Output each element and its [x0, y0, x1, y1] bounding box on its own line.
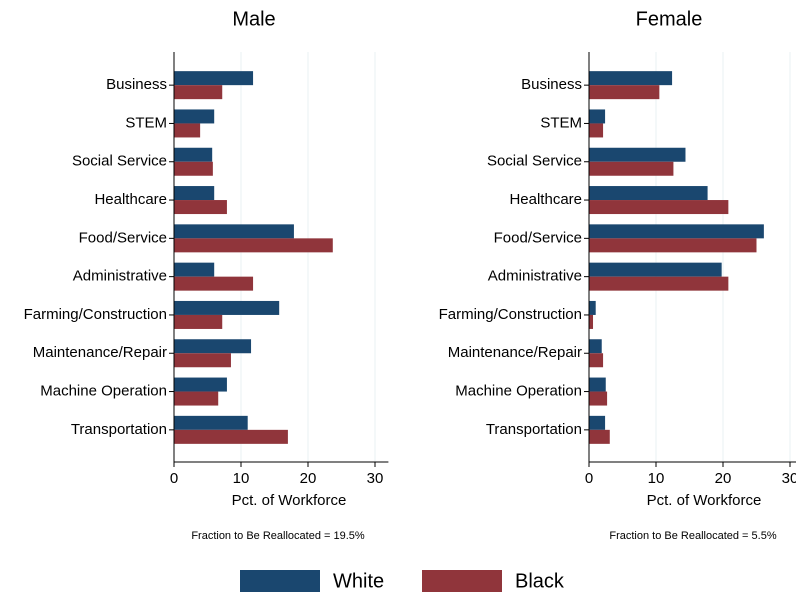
- y-tick-label: Business: [521, 76, 582, 93]
- bar: [589, 314, 594, 329]
- y-tick-label: Maintenance/Repair: [448, 344, 582, 361]
- bar: [589, 109, 606, 124]
- bar: [589, 200, 729, 215]
- bar: [589, 262, 722, 277]
- panel-title: Male: [232, 8, 275, 30]
- x-tick-label: 30: [782, 470, 796, 487]
- bar: [174, 300, 280, 315]
- bar: [174, 85, 223, 100]
- x-tick-label: 10: [233, 470, 250, 487]
- x-axis-label: Pct. of Workforce: [232, 492, 347, 509]
- bar: [174, 123, 201, 138]
- bar: [174, 71, 254, 86]
- y-tick-label: STEM: [540, 114, 582, 131]
- bar: [174, 238, 333, 253]
- bar: [589, 377, 606, 392]
- y-tick-label: Administrative: [488, 268, 582, 285]
- y-tick-label: Machine Operation: [455, 383, 582, 400]
- bar: [174, 377, 227, 392]
- y-tick-label: Healthcare: [509, 191, 582, 208]
- legend-label: White: [333, 570, 384, 592]
- bar: [174, 276, 254, 291]
- bar: [174, 224, 294, 239]
- legend-swatch: [422, 570, 502, 592]
- y-tick-label: Maintenance/Repair: [33, 344, 167, 361]
- bar: [174, 147, 213, 162]
- bar: [589, 276, 729, 291]
- bar: [589, 186, 708, 201]
- x-tick-label: 0: [585, 470, 593, 487]
- bar: [174, 161, 213, 176]
- x-tick-label: 20: [715, 470, 732, 487]
- y-tick-label: Transportation: [486, 421, 582, 438]
- bar: [589, 391, 608, 406]
- bar: [589, 353, 604, 368]
- y-tick-label: STEM: [125, 114, 167, 131]
- bar: [174, 391, 219, 406]
- y-tick-label: Farming/Construction: [439, 306, 582, 323]
- x-tick-label: 0: [170, 470, 178, 487]
- bar: [589, 300, 596, 315]
- bar: [589, 339, 602, 354]
- x-tick-label: 10: [648, 470, 665, 487]
- bar: [589, 85, 660, 100]
- y-tick-label: Social Service: [72, 153, 167, 170]
- y-tick-label: Administrative: [73, 268, 167, 285]
- y-tick-label: Business: [106, 76, 167, 93]
- bar: [589, 415, 606, 430]
- bar: [174, 339, 252, 354]
- bar: [174, 200, 227, 215]
- bar: [174, 314, 223, 329]
- y-tick-label: Farming/Construction: [24, 306, 167, 323]
- bar: [589, 161, 674, 176]
- y-tick-label: Machine Operation: [40, 383, 167, 400]
- legend-label: Black: [515, 570, 565, 592]
- bar: [589, 224, 764, 239]
- bar: [589, 429, 610, 444]
- x-tick-label: 30: [367, 470, 384, 487]
- bar: [589, 71, 673, 86]
- legend-swatch: [240, 570, 320, 592]
- bar: [174, 109, 215, 124]
- bar: [174, 186, 215, 201]
- y-tick-label: Food/Service: [494, 229, 582, 246]
- annotation: Fraction to Be Reallocated = 19.5%: [191, 530, 365, 542]
- annotation: Fraction to Be Reallocated = 5.5%: [609, 530, 776, 542]
- bar: [174, 429, 288, 444]
- bar: [174, 262, 215, 277]
- bar: [174, 353, 231, 368]
- x-tick-label: 20: [300, 470, 317, 487]
- bar: [174, 415, 248, 430]
- x-axis-label: Pct. of Workforce: [647, 492, 762, 509]
- bar: [589, 123, 604, 138]
- y-tick-label: Social Service: [487, 153, 582, 170]
- panel-title: Female: [636, 8, 703, 30]
- y-tick-label: Food/Service: [79, 229, 167, 246]
- bar: [589, 238, 757, 253]
- y-tick-label: Transportation: [71, 421, 167, 438]
- bar: [589, 147, 686, 162]
- y-tick-label: Healthcare: [94, 191, 167, 208]
